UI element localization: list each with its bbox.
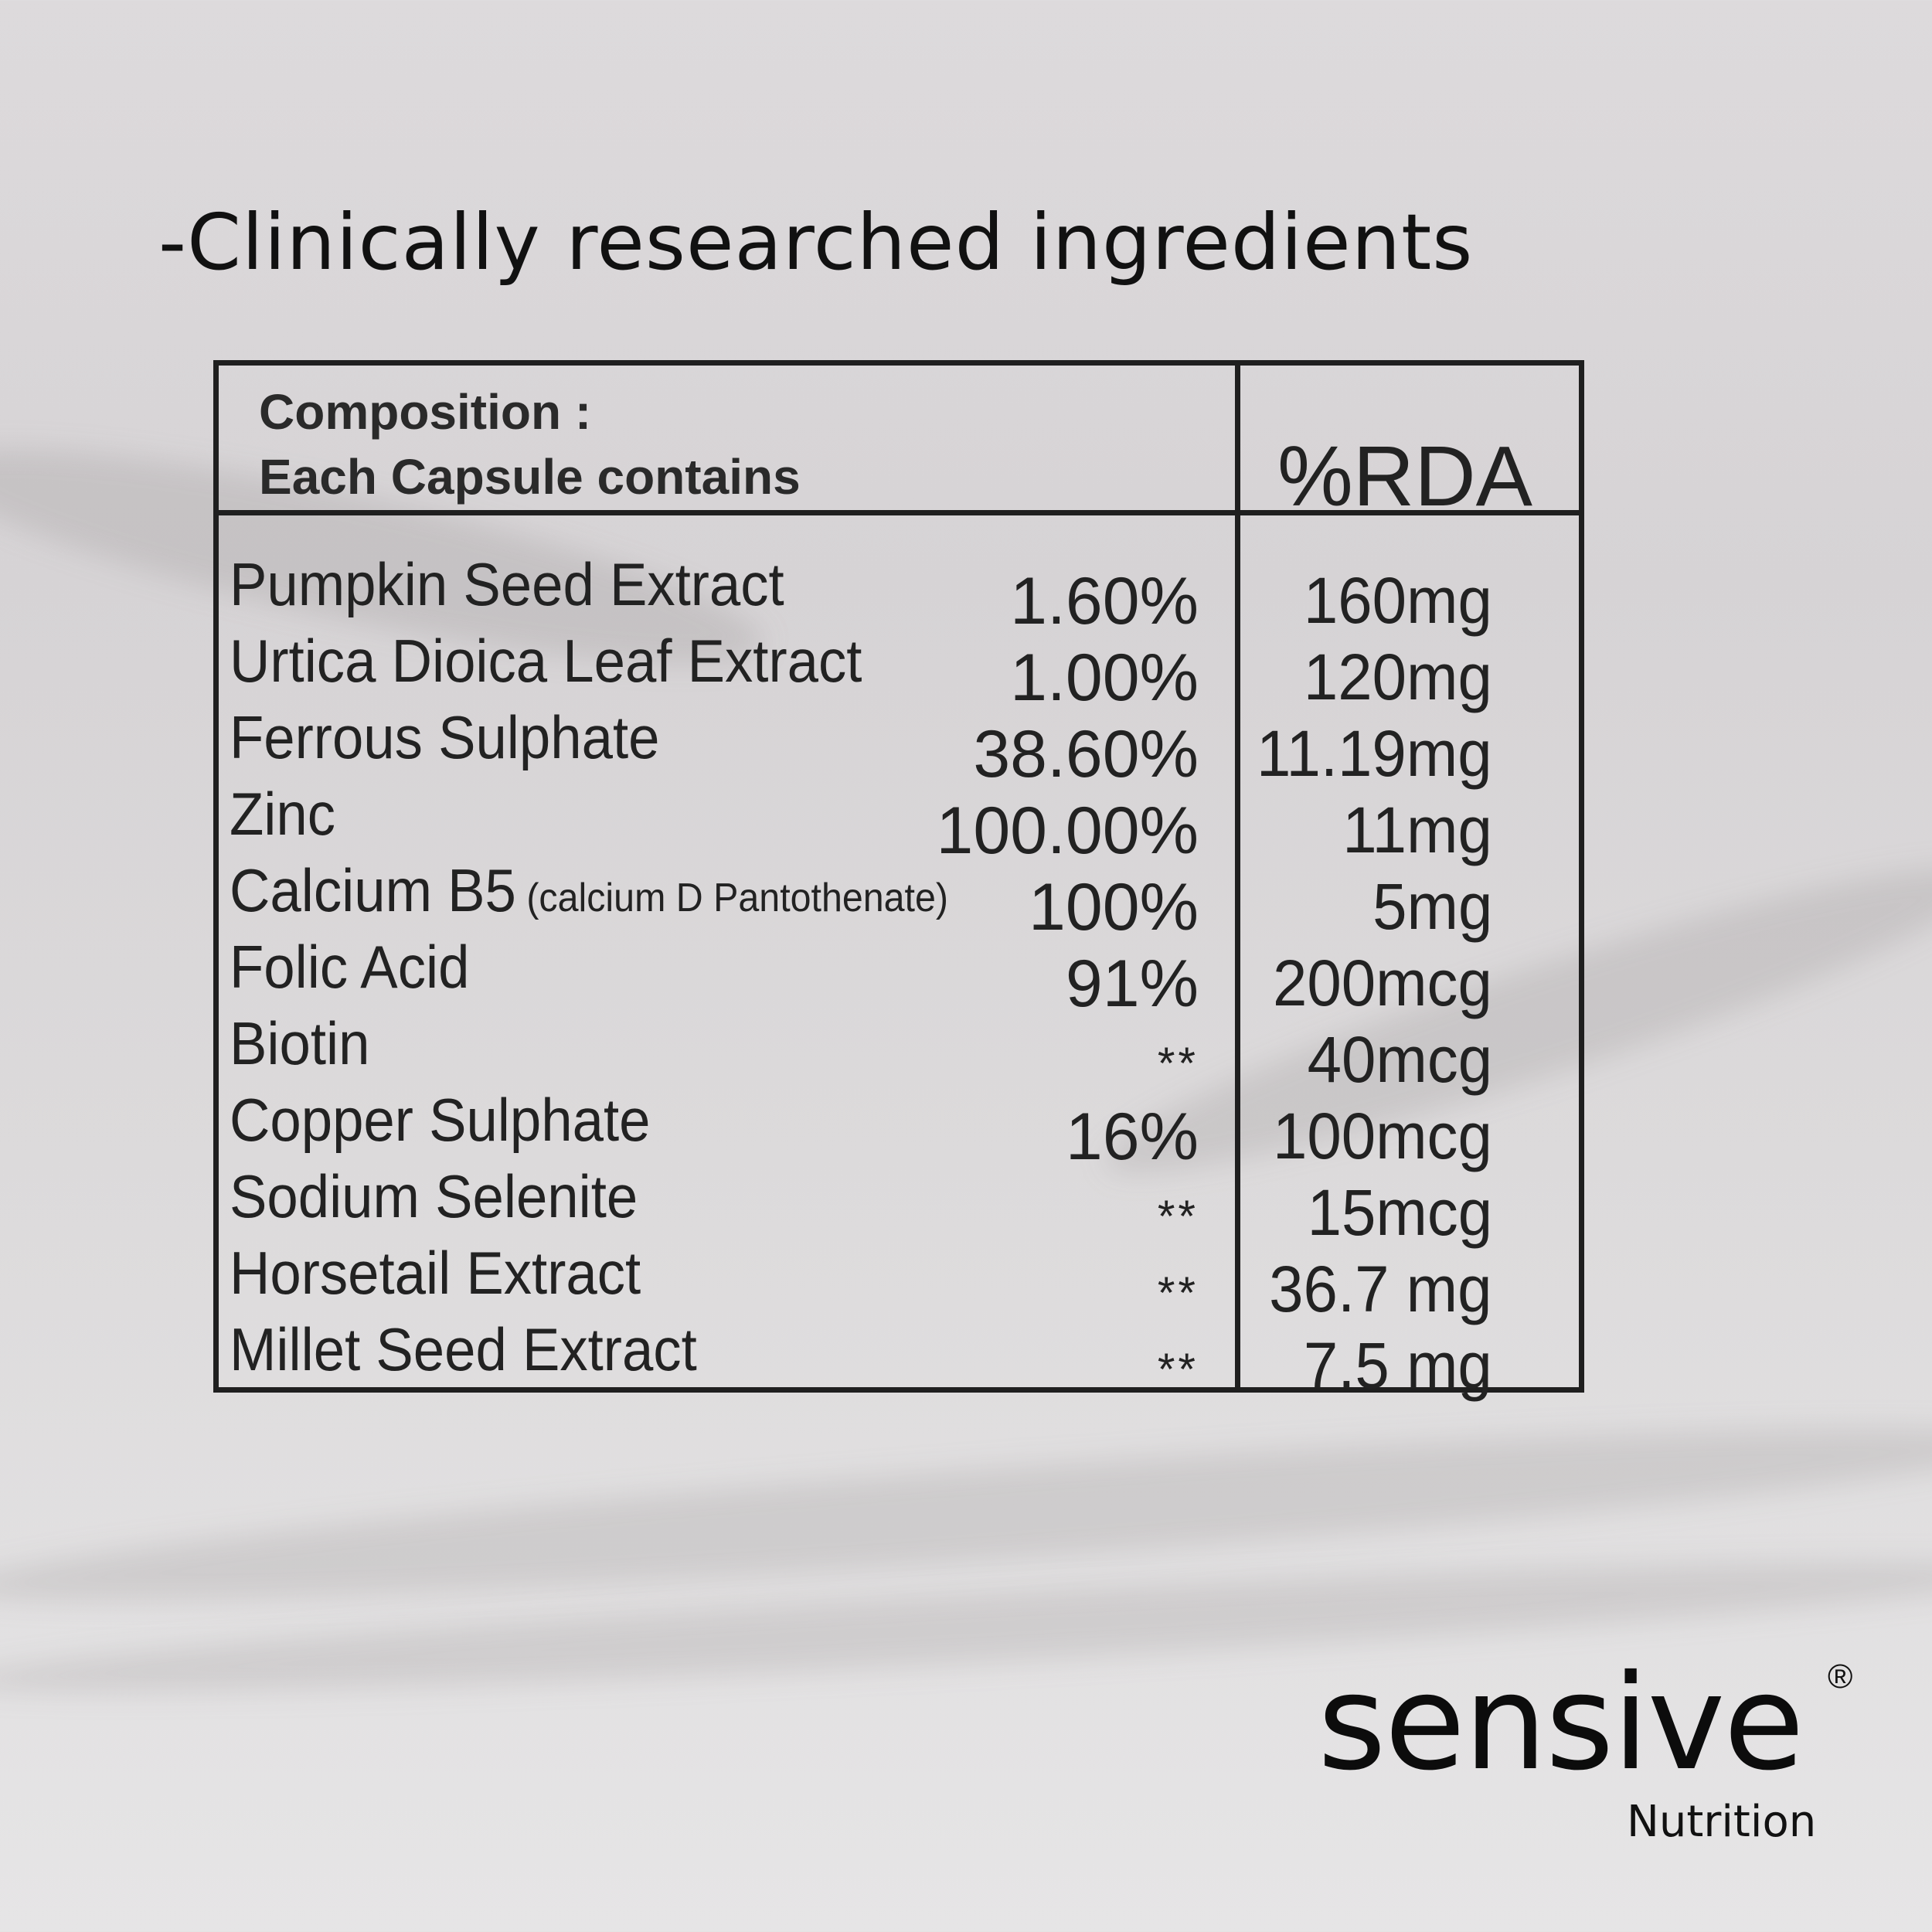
- ingredient-name: Horsetail Extract: [230, 1239, 641, 1307]
- column-divider: [1235, 366, 1240, 1387]
- ingredient-amount: 5mg: [1372, 870, 1492, 943]
- table-row: Horsetail Extract ** 36.7 mg: [230, 1238, 1574, 1325]
- table-row: Calcium B5 (calcium D Pantothenate) 100% 5…: [230, 855, 1574, 944]
- ingredient-note: (calcium D Pantothenate): [515, 876, 948, 920]
- ingredient-name: Ferrous Sulphate: [230, 703, 660, 771]
- ingredient-percent: **: [1157, 1192, 1199, 1242]
- ingredient-percent: 100%: [1029, 870, 1199, 944]
- ingredient-name: Copper Sulphate: [230, 1086, 651, 1154]
- ingredient-amount: 120mg: [1303, 641, 1492, 713]
- ingredient-amount: 36.7 mg: [1269, 1253, 1492, 1325]
- composition-heading-line1: Composition :: [259, 384, 592, 440]
- ingredient-amount: 11mg: [1342, 794, 1492, 866]
- ingredient-name: Calcium B5 (calcium D Pantothenate): [230, 856, 948, 924]
- brand-name: sensive: [1318, 1647, 1804, 1800]
- ingredient-percent: 1.00%: [1010, 641, 1199, 715]
- brand-subtitle: Nutrition: [1627, 1797, 1817, 1847]
- ingredient-percent: 1.60%: [1010, 564, 1199, 638]
- table-row: Copper Sulphate 16% 100mcg: [230, 1085, 1574, 1174]
- ingredient-percent: 91%: [1065, 947, 1199, 1021]
- ingredient-amount: 100mcg: [1273, 1100, 1492, 1172]
- ingredient-percent: **: [1157, 1345, 1199, 1395]
- table-row: Zinc 100.00% 11mg: [230, 779, 1574, 868]
- composition-heading-line2: Each Capsule contains: [259, 449, 801, 505]
- ingredient-name: Zinc: [230, 780, 336, 848]
- ingredient-percent: **: [1157, 1039, 1199, 1089]
- ingredient-name: Biotin: [230, 1009, 370, 1077]
- composition-table: Composition : Each Capsule contains %RDA…: [213, 360, 1584, 1402]
- ingredient-amount: 7.5 mg: [1304, 1329, 1492, 1402]
- header-divider: [219, 510, 1579, 515]
- ingredient-percent: 16%: [1065, 1100, 1199, 1174]
- table-row: Pumpkin Seed Extract 1.60% 160mg: [230, 549, 1574, 638]
- ingredient-percent: **: [1157, 1268, 1199, 1318]
- table-row: Biotin ** 40mcg: [230, 1009, 1574, 1096]
- ingredient-name: Pumpkin Seed Extract: [230, 550, 784, 618]
- ingredient-amount: 200mcg: [1273, 947, 1492, 1019]
- ingredient-amount: 11.19mg: [1257, 717, 1492, 790]
- ingredient-name: Sodium Selenite: [230, 1162, 638, 1230]
- ingredient-percent: 100.00%: [936, 794, 1199, 868]
- table-row: Sodium Selenite ** 15mcg: [230, 1162, 1574, 1249]
- ingredient-percent: 38.60%: [973, 717, 1199, 791]
- table-row: Folic Acid 91% 200mcg: [230, 932, 1574, 1021]
- brand-logo: sensive ® Nutrition: [1318, 1647, 1852, 1847]
- table-row: Ferrous Sulphate 38.60% 11.19mg: [230, 702, 1574, 791]
- headline: -Clinically researched ingredients: [158, 197, 1474, 287]
- ingredient-amount: 160mg: [1303, 564, 1492, 637]
- ingredient-amount: 40mcg: [1307, 1023, 1492, 1096]
- ingredient-name: Urtica Dioica Leaf Extract: [230, 627, 862, 695]
- composition-heading: Composition : Each Capsule contains: [259, 379, 801, 509]
- registered-mark: ®: [1828, 1658, 1853, 1696]
- ingredient-name: Folic Acid: [230, 933, 470, 1001]
- ingredient-name: Millet Seed Extract: [230, 1315, 697, 1383]
- table-row: Urtica Dioica Leaf Extract 1.00% 120mg: [230, 626, 1574, 715]
- ingredient-amount: 15mcg: [1307, 1176, 1492, 1249]
- table-row: Millet Seed Extract ** 7.5 mg: [230, 1315, 1574, 1402]
- rda-heading: %RDA: [1277, 429, 1533, 524]
